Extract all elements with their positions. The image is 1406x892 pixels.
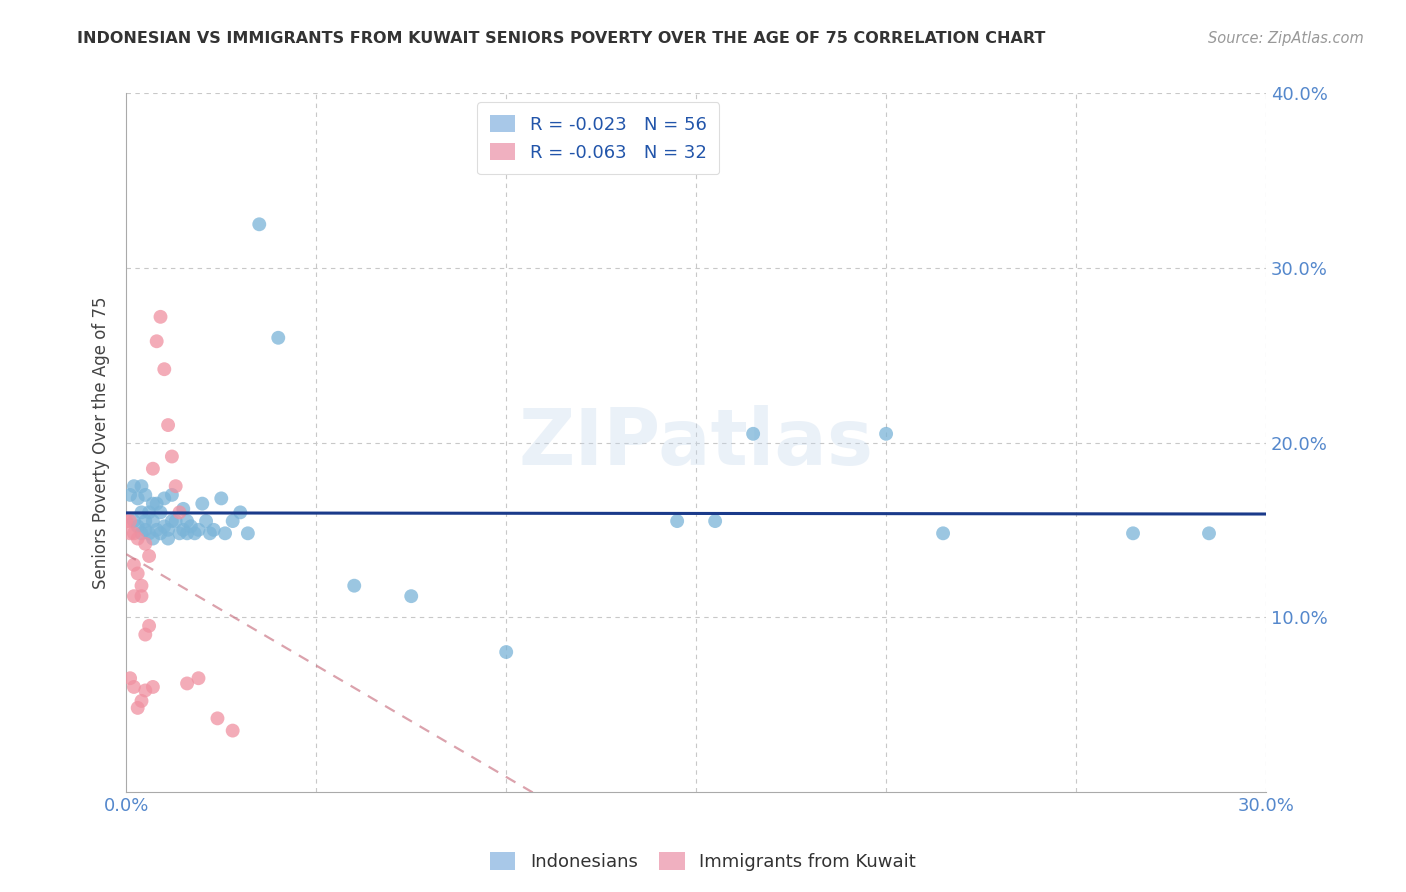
Point (120, 526, 142, 541)
Point (229, 505, 252, 519)
Point (191, 497, 214, 511)
Point (214, 526, 236, 541)
Point (202, 523, 225, 537)
Point (127, 701, 149, 715)
Point (198, 526, 221, 541)
Point (127, 519, 149, 533)
Point (153, 519, 176, 533)
Point (122, 526, 145, 541)
Point (149, 526, 172, 541)
Point (120, 514, 142, 528)
Point (207, 711, 229, 725)
Point (153, 491, 176, 506)
Point (932, 526, 955, 541)
Point (142, 461, 165, 475)
Point (1198, 526, 1220, 541)
Point (131, 505, 153, 519)
Point (247, 217, 270, 231)
Point (122, 479, 145, 493)
Point (157, 523, 180, 537)
Point (165, 514, 187, 528)
Point (138, 526, 160, 541)
Point (169, 526, 191, 541)
Point (176, 676, 198, 690)
Point (221, 723, 243, 738)
Point (138, 619, 160, 633)
Point (172, 523, 194, 537)
Point (343, 579, 366, 593)
Point (134, 523, 156, 537)
Point (115, 514, 138, 528)
Point (142, 680, 165, 694)
Point (134, 514, 156, 528)
Point (183, 526, 205, 541)
Point (142, 514, 165, 528)
Point (145, 334, 167, 349)
Point (131, 694, 153, 708)
Point (134, 683, 156, 698)
Point (157, 532, 180, 546)
Point (160, 488, 183, 502)
Text: Source: ZipAtlas.com: Source: ZipAtlas.com (1208, 31, 1364, 46)
Point (187, 671, 209, 685)
Point (195, 514, 218, 528)
Point (704, 514, 727, 528)
Point (127, 491, 149, 506)
Point (1122, 526, 1144, 541)
Point (122, 514, 145, 528)
Point (131, 589, 153, 603)
Point (176, 514, 198, 528)
Y-axis label: Seniors Poverty Over the Age of 75: Seniors Poverty Over the Age of 75 (93, 296, 110, 589)
Point (221, 514, 243, 528)
Point (122, 680, 145, 694)
Point (134, 537, 156, 551)
Legend: R = -0.023   N = 56, R = -0.063   N = 32: R = -0.023 N = 56, R = -0.063 N = 32 (477, 103, 718, 174)
Text: INDONESIAN VS IMMIGRANTS FROM KUWAIT SENIORS POVERTY OVER THE AGE OF 75 CORRELAT: INDONESIAN VS IMMIGRANTS FROM KUWAIT SEN… (77, 31, 1046, 46)
Point (120, 488, 142, 502)
Point (172, 501, 194, 516)
Legend: Indonesians, Immigrants from Kuwait: Indonesians, Immigrants from Kuwait (482, 846, 924, 879)
Point (157, 418, 180, 433)
Point (149, 310, 172, 324)
Point (399, 589, 422, 603)
Point (176, 526, 198, 541)
Point (145, 497, 167, 511)
Point (165, 479, 187, 493)
Point (742, 426, 765, 441)
Text: ZIPatlas: ZIPatlas (519, 405, 873, 481)
Point (134, 627, 156, 641)
Point (187, 523, 209, 537)
Point (236, 526, 259, 541)
Point (666, 514, 689, 528)
Point (127, 532, 149, 546)
Point (142, 532, 165, 546)
Point (209, 491, 232, 506)
Point (122, 589, 145, 603)
Point (131, 526, 153, 541)
Point (495, 645, 517, 659)
Point (160, 450, 183, 464)
Point (138, 549, 160, 563)
Point (149, 505, 172, 519)
Point (169, 505, 191, 519)
Point (267, 331, 290, 345)
Point (122, 558, 145, 572)
Point (145, 523, 167, 537)
Point (134, 488, 156, 502)
Point (180, 519, 202, 533)
Point (153, 362, 176, 376)
Point (127, 566, 149, 581)
Point (131, 579, 153, 593)
Point (160, 514, 183, 528)
Point (142, 497, 165, 511)
Point (875, 426, 897, 441)
Point (120, 671, 142, 685)
Point (131, 479, 153, 493)
Point (138, 505, 160, 519)
